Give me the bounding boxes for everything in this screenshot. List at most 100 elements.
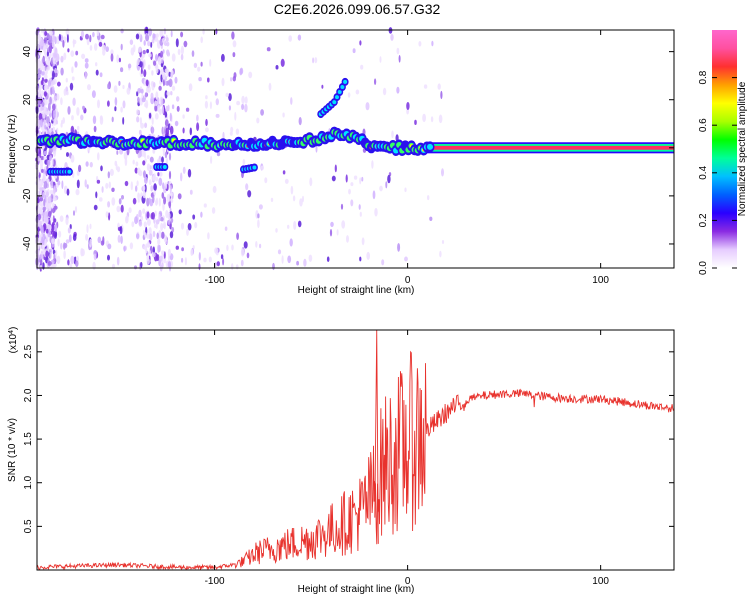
noise-speck xyxy=(134,216,138,225)
noise-speck xyxy=(46,66,50,71)
noise-speck xyxy=(440,90,443,100)
noise-speck xyxy=(153,190,156,196)
noise-speck xyxy=(148,197,151,204)
offshoot-blob-core xyxy=(332,100,337,105)
noise-speck xyxy=(137,88,142,94)
noise-speck xyxy=(382,87,387,96)
noise-speck xyxy=(224,226,228,231)
noise-speck xyxy=(99,197,103,202)
noise-speck xyxy=(147,64,151,70)
noise-speck xyxy=(146,218,151,226)
noise-speck xyxy=(72,38,75,48)
noise-speck xyxy=(198,77,202,82)
noise-speck xyxy=(151,212,156,220)
noise-speck xyxy=(113,85,118,93)
noise-speck xyxy=(101,186,104,193)
noise-speck xyxy=(76,107,80,116)
noise-speck xyxy=(158,177,163,186)
noise-speck xyxy=(243,241,248,249)
noise-speck xyxy=(298,117,302,126)
noise-speck xyxy=(154,104,158,112)
noise-speck xyxy=(41,215,44,224)
noise-speck xyxy=(272,262,275,271)
noise-speck xyxy=(168,200,172,209)
noise-speck xyxy=(167,261,172,268)
noise-speck xyxy=(297,220,302,228)
noise-speck xyxy=(75,188,80,196)
noise-speck xyxy=(108,181,112,189)
noise-speck xyxy=(180,45,184,55)
noise-speck xyxy=(244,96,248,104)
noise-speck xyxy=(171,53,176,62)
noise-speck xyxy=(169,184,172,194)
noise-speck xyxy=(353,175,358,180)
noise-speck xyxy=(142,160,146,166)
noise-speck xyxy=(196,114,199,122)
noise-speck xyxy=(144,92,148,98)
noise-speck xyxy=(396,86,400,94)
noise-speck xyxy=(205,95,208,100)
spectrogram-offshoots xyxy=(47,77,349,176)
noise-speck xyxy=(48,44,52,54)
noise-speck xyxy=(200,61,203,67)
noise-speck xyxy=(53,95,57,101)
noise-speck xyxy=(132,197,137,205)
noise-speck xyxy=(67,259,70,266)
snr-line xyxy=(36,350,674,571)
noise-speck xyxy=(247,190,252,198)
noise-speck xyxy=(182,166,186,174)
noise-speck xyxy=(160,98,164,106)
noise-speck xyxy=(97,152,100,161)
noise-speck xyxy=(41,168,44,173)
noise-speck xyxy=(62,40,65,48)
noise-speck xyxy=(63,250,66,259)
noise-speck xyxy=(105,182,109,189)
noise-speck xyxy=(118,198,122,205)
spectrogram-noise xyxy=(35,26,445,272)
noise-speck xyxy=(162,37,165,44)
noise-speck xyxy=(171,85,176,91)
offshoot-blob-core xyxy=(343,79,348,84)
noise-speck xyxy=(299,198,303,207)
noise-speck xyxy=(164,182,168,190)
noise-speck xyxy=(207,77,210,83)
noise-speck xyxy=(397,243,401,252)
noise-speck xyxy=(209,101,212,110)
noise-speck xyxy=(359,211,362,217)
noise-speck xyxy=(129,242,134,250)
noise-speck xyxy=(52,231,56,236)
noise-speck xyxy=(396,47,400,55)
noise-speck xyxy=(39,159,44,168)
noise-speck xyxy=(221,77,225,87)
noise-speck xyxy=(309,177,313,187)
noise-speck xyxy=(164,68,169,74)
noise-speck xyxy=(140,261,143,268)
noise-speck xyxy=(37,213,42,221)
noise-speck xyxy=(151,39,155,44)
noise-speck xyxy=(146,211,150,219)
noise-speck xyxy=(47,211,52,218)
noise-speck xyxy=(92,115,97,125)
noise-speck xyxy=(121,195,124,200)
noise-speck xyxy=(95,69,99,76)
noise-speck xyxy=(122,100,126,109)
noise-speck xyxy=(60,97,63,106)
noise-speck xyxy=(56,255,61,265)
noise-speck xyxy=(297,34,302,41)
noise-speck xyxy=(212,185,217,194)
noise-speck xyxy=(84,62,89,69)
noise-speck xyxy=(257,219,260,229)
noise-speck xyxy=(241,95,245,104)
noise-speck xyxy=(236,232,240,240)
noise-speck xyxy=(341,220,346,229)
noise-speck xyxy=(186,228,189,236)
noise-speck xyxy=(89,34,92,43)
noise-speck xyxy=(126,87,131,95)
noise-speck xyxy=(52,145,57,152)
noise-speck xyxy=(42,173,46,182)
noise-speck xyxy=(326,256,330,263)
noise-speck xyxy=(159,217,164,222)
snr-y-ticks: 0.5 1.0 1.5 2.0 2.5 xyxy=(23,344,674,533)
noise-speck xyxy=(204,100,208,109)
